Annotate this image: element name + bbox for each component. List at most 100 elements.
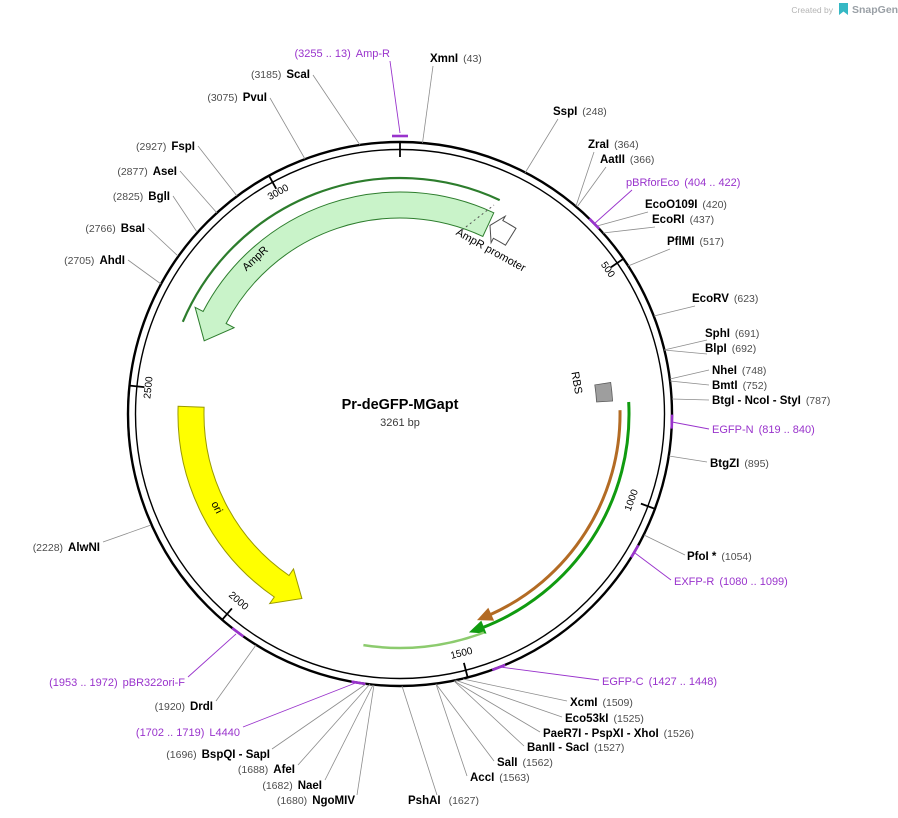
enzyme-name: PfoI * xyxy=(687,551,717,563)
site-label-aatii[interactable]: AatII (366) xyxy=(600,154,654,166)
enzyme-position: (752) xyxy=(743,380,768,392)
enzyme-position: (1688) xyxy=(238,764,268,776)
enzyme-position: (692) xyxy=(732,343,757,355)
plasmid-title-block: Pr-deGFP-MGapt 3261 bp xyxy=(342,397,459,429)
enzyme-position: (2825) xyxy=(113,191,143,203)
site-label-fspi[interactable]: (2927) FspI xyxy=(136,141,195,153)
site-label-eco53ki[interactable]: Eco53kI (1525) xyxy=(565,713,644,725)
plasmid-name: Pr-deGFP-MGapt xyxy=(342,397,459,413)
site-label-sali[interactable]: SalI (1562) xyxy=(497,757,553,769)
enzyme-name: PaeR7I - PspXI - XhoI xyxy=(543,728,659,740)
watermark-created-by: Created by xyxy=(791,5,833,15)
site-label-asei[interactable]: (2877) AseI xyxy=(117,166,177,178)
primer-label-egfp-c[interactable]: EGFP-C (1427 .. 1448) xyxy=(602,676,717,688)
enzyme-position: (1696) xyxy=(166,749,196,761)
primer-name: EGFP-N xyxy=(712,424,754,436)
primer-range: (1080 .. 1099) xyxy=(719,576,788,588)
site-label-bspqi-sapi[interactable]: (1696) BspQI - SapI xyxy=(166,749,270,761)
enzyme-name: BspQI - SapI xyxy=(202,749,270,761)
enzyme-name: PvuI xyxy=(243,92,267,104)
ampr-cds-arrow[interactable] xyxy=(194,191,495,342)
enzyme-name: SphI xyxy=(705,328,730,340)
enzyme-name: NaeI xyxy=(298,780,322,792)
degfp-arc[interactable] xyxy=(481,401,631,630)
ori-arrow[interactable] xyxy=(177,405,303,605)
tick-label-500: 500 xyxy=(598,260,617,280)
site-label-sspi[interactable]: SspI (248) xyxy=(553,106,607,118)
site-label-zrai[interactable]: ZraI (364) xyxy=(588,139,639,151)
tick-3000 xyxy=(267,174,277,190)
enzyme-position: (1562) xyxy=(522,757,552,769)
site-label-xcmi[interactable]: XcmI (1509) xyxy=(570,697,633,709)
enzyme-name: SspI xyxy=(553,106,577,118)
enzyme-name: BtgI - NcoI - StyI xyxy=(712,395,801,407)
site-label-nhei[interactable]: NheI (748) xyxy=(712,365,766,377)
enzyme-position: (420) xyxy=(702,199,727,211)
site-label-pflmi[interactable]: PflMI (517) xyxy=(667,236,724,248)
enzyme-name: BsaI xyxy=(121,223,145,235)
enzyme-name: ZraI xyxy=(588,139,609,151)
site-label-banii-saci[interactable]: BanII - SacI (1527) xyxy=(527,742,624,754)
tick-1000 xyxy=(640,502,657,511)
primer-label-l4440[interactable]: (1702 .. 1719) L4440 xyxy=(136,727,240,739)
enzyme-name: FspI xyxy=(171,141,195,153)
site-label-bmti[interactable]: BmtI (752) xyxy=(712,380,767,392)
primer-label-pbrforeco[interactable]: pBRforEco (404 .. 422) xyxy=(626,177,740,189)
tick-label-1000: 1000 xyxy=(623,488,641,513)
enzyme-name: AseI xyxy=(153,166,177,178)
enzyme-position: (364) xyxy=(614,139,639,151)
site-label-ngomiv[interactable]: (1680) NgoMIV xyxy=(277,795,355,807)
enzyme-name: AatII xyxy=(600,154,625,166)
site-label-blpi[interactable]: BlpI (692) xyxy=(705,343,756,355)
site-label-scai[interactable]: (3185) ScaI xyxy=(251,69,310,81)
site-label-bgli[interactable]: (2825) BglI xyxy=(113,191,170,203)
site-label-afei[interactable]: (1688) AfeI xyxy=(238,764,295,776)
site-label-acci[interactable]: AccI (1563) xyxy=(470,772,530,784)
enzyme-name: ScaI xyxy=(286,69,310,81)
site-label-btgi-ncoi-styi[interactable]: BtgI - NcoI - StyI (787) xyxy=(712,395,830,407)
ampr-promoter-arrow[interactable] xyxy=(489,214,517,246)
enzyme-position: (1509) xyxy=(603,697,633,709)
enzyme-name: AlwNI xyxy=(68,542,100,554)
site-label-pshai[interactable]: PshAI (1627) xyxy=(408,795,479,807)
primer-range: (1953 .. 1972) xyxy=(49,677,118,689)
enzyme-position: (895) xyxy=(744,458,769,470)
primer-label-egfp-n[interactable]: EGFP-N (819 .. 840) xyxy=(712,424,815,436)
enzyme-position: (366) xyxy=(630,154,655,166)
site-label-xmni[interactable]: XmnI (43) xyxy=(430,53,482,65)
transcript-arc[interactable] xyxy=(363,631,485,650)
site-label-sphi[interactable]: SphI (691) xyxy=(705,328,759,340)
primer-label-exfp-r[interactable]: EXFP-R (1080 .. 1099) xyxy=(674,576,788,588)
enzyme-name: PshAI xyxy=(408,795,441,807)
enzyme-position: (1563) xyxy=(499,772,529,784)
enzyme-name: NgoMIV xyxy=(312,795,355,807)
site-label-pfoi[interactable]: PfoI * (1054) xyxy=(687,551,752,563)
ori-label[interactable]: ori xyxy=(208,499,224,515)
enzyme-position: (748) xyxy=(742,365,767,377)
mgapt-arc[interactable] xyxy=(488,410,622,617)
primer-label-amp-r[interactable]: (3255 .. 13) Amp-R xyxy=(295,48,391,60)
primer-label-pbr322ori-f[interactable]: (1953 .. 1972) pBR322ori-F xyxy=(49,677,185,689)
site-label-naei[interactable]: (1682) NaeI xyxy=(262,780,322,792)
site-label-drdi[interactable]: (1920) DrdI xyxy=(155,701,213,713)
rbs-label[interactable]: RBS xyxy=(568,371,584,395)
site-label-ecoo109i[interactable]: EcoO109I (420) xyxy=(645,199,727,211)
enzyme-name: AccI xyxy=(470,772,494,784)
site-label-paer7i-pspxi-xhoi[interactable]: PaeR7I - PspXI - XhoI (1526) xyxy=(543,728,694,740)
primer-name: EXFP-R xyxy=(674,576,714,588)
rbs-box[interactable] xyxy=(594,382,614,403)
site-label-pvui[interactable]: (3075) PvuI xyxy=(207,92,267,104)
ampr-gene-arc[interactable] xyxy=(181,176,501,323)
site-label-ahdi[interactable]: (2705) AhdI xyxy=(64,255,125,267)
site-label-btgzi[interactable]: BtgZI (895) xyxy=(710,458,769,470)
tick-label-1500: 1500 xyxy=(449,646,474,662)
site-label-alwni[interactable]: (2228) AlwNI xyxy=(33,542,100,554)
enzyme-position: (1920) xyxy=(155,701,185,713)
site-label-bsai[interactable]: (2766) BsaI xyxy=(85,223,145,235)
enzyme-position: (2705) xyxy=(64,255,94,267)
site-label-ecorv[interactable]: EcoRV (623) xyxy=(692,293,758,305)
site-label-ecori[interactable]: EcoRI (437) xyxy=(652,214,714,226)
primer-name: pBRforEco xyxy=(626,177,679,189)
enzyme-name: EcoRI xyxy=(652,214,685,226)
enzyme-name: BlpI xyxy=(705,343,727,355)
